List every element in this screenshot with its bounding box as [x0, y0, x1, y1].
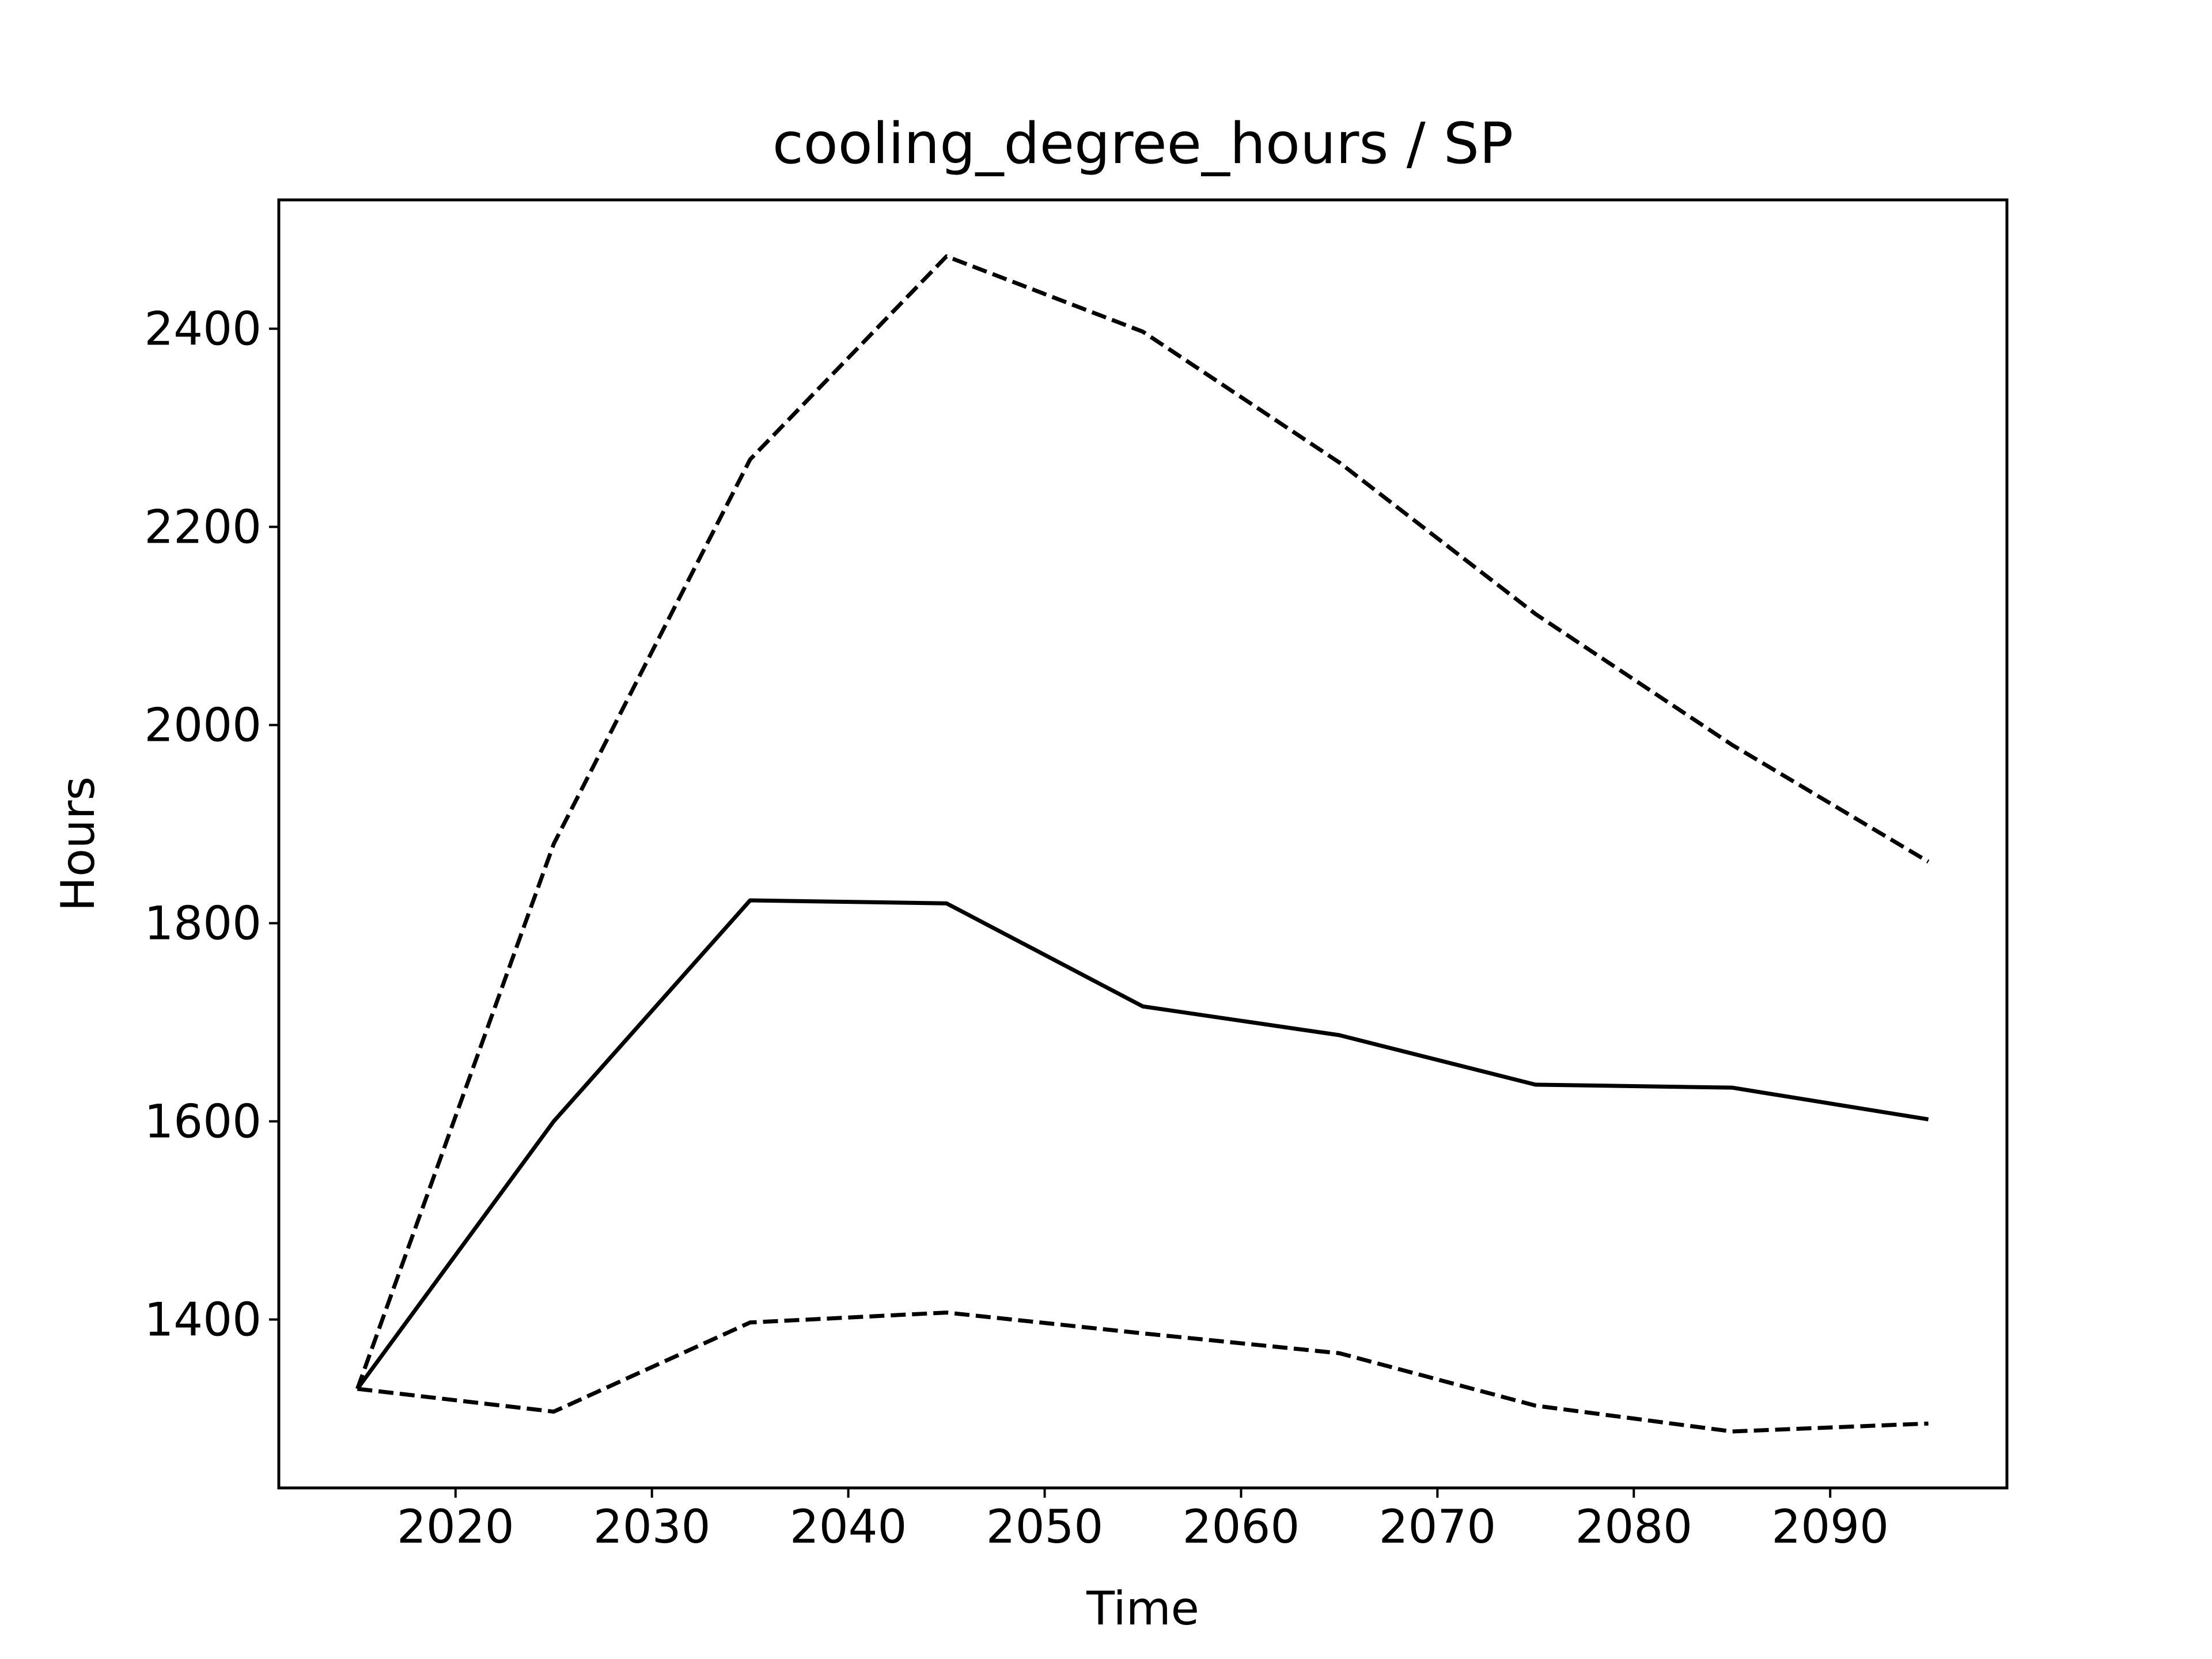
chart-title: cooling_degree_hours / SP — [772, 111, 1513, 177]
y-tick-label: 2400 — [144, 302, 262, 356]
series-layer — [355, 254, 1930, 1434]
y-tick-label: 1800 — [144, 897, 262, 950]
plot-area-frame — [277, 198, 2009, 1490]
y-tick-label: 1600 — [144, 1095, 262, 1149]
y-tick-label: 2200 — [144, 501, 262, 554]
x-tick-label: 2040 — [790, 1500, 907, 1554]
x-tick-label: 2090 — [1771, 1500, 1889, 1554]
x-tick-label: 2070 — [1379, 1500, 1497, 1554]
y-axis-label: Hours — [51, 777, 105, 911]
series-line-1 — [355, 254, 1930, 1390]
x-axis-label: Time — [1086, 1582, 1199, 1635]
series-line-2 — [355, 898, 1929, 1391]
x-tick-label: 2050 — [986, 1500, 1104, 1554]
y-axis: 1400 1600 1800 2000 2200 2400 — [144, 302, 279, 1347]
x-tick-label: 2030 — [593, 1500, 711, 1554]
series-line-3 — [357, 1310, 1929, 1434]
x-tick-label: 2080 — [1575, 1500, 1692, 1554]
x-tick-label: 2020 — [397, 1500, 514, 1554]
x-tick-label: 2060 — [1183, 1500, 1300, 1554]
x-axis: 2020 2030 2040 2050 2060 2070 2080 2090 — [397, 1488, 1889, 1554]
y-tick-label: 2000 — [144, 699, 262, 752]
y-tick-label: 1400 — [144, 1293, 262, 1347]
